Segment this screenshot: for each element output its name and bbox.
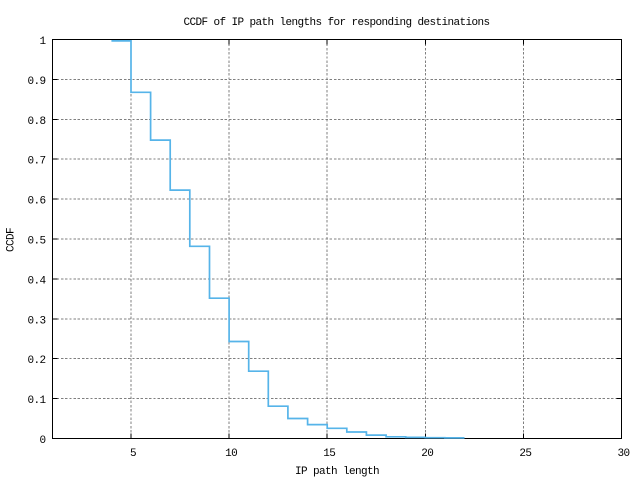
svg-text:IP path length: IP path length [295, 466, 379, 478]
svg-text:10: 10 [225, 448, 237, 460]
svg-text:CCDF of IP path lengths for re: CCDF of IP path lengths for responding d… [183, 17, 489, 29]
svg-text:5: 5 [130, 448, 136, 460]
svg-text:20: 20 [421, 448, 433, 460]
svg-text:0.1: 0.1 [27, 395, 46, 407]
svg-text:0.7: 0.7 [27, 156, 45, 168]
svg-text:0.6: 0.6 [27, 196, 45, 208]
svg-text:0.8: 0.8 [27, 116, 45, 128]
svg-text:25: 25 [519, 448, 531, 460]
svg-text:0.5: 0.5 [27, 236, 45, 248]
svg-text:0.2: 0.2 [27, 355, 45, 367]
svg-text:0.3: 0.3 [27, 315, 45, 327]
svg-text:0: 0 [39, 435, 45, 447]
svg-text:1: 1 [39, 36, 46, 48]
svg-text:30: 30 [617, 448, 629, 460]
svg-text:0.4: 0.4 [27, 275, 46, 287]
svg-text:0.9: 0.9 [27, 76, 45, 88]
svg-text:15: 15 [323, 448, 335, 460]
svg-text:CCDF: CCDF [6, 228, 18, 252]
